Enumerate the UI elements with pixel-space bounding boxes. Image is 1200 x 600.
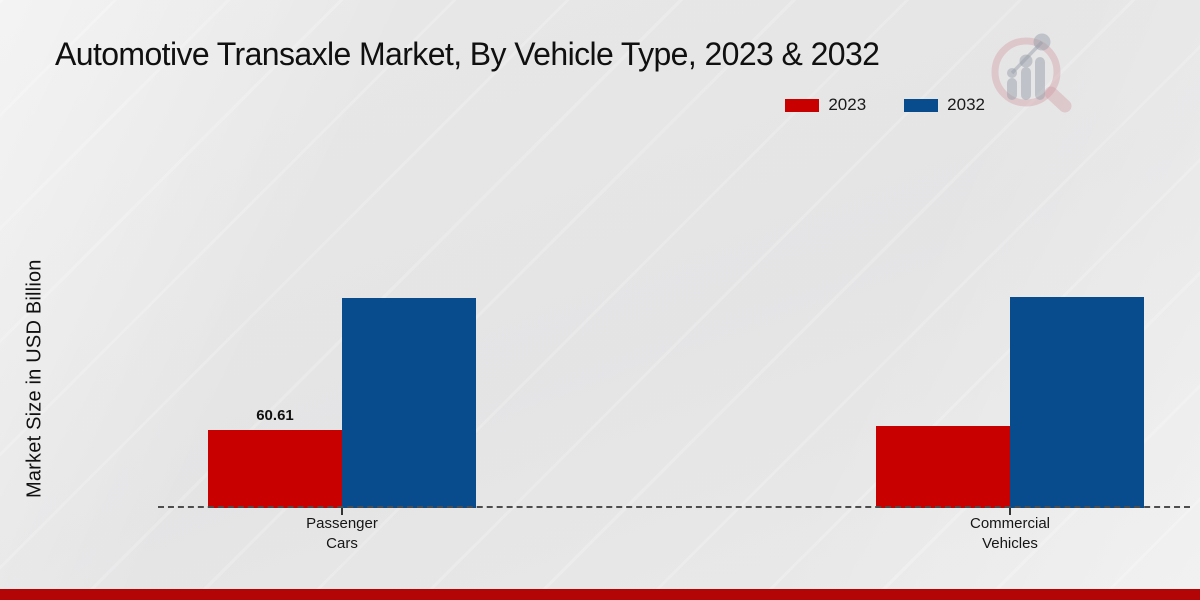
legend-swatch-2032: [904, 98, 939, 112]
chart-title: Automotive Transaxle Market, By Vehicle …: [55, 36, 880, 72]
bar-2023-commercial-vehicles: [876, 426, 1010, 508]
legend-swatch-2023: [785, 98, 820, 112]
bar-2032-commercial-vehicles: [1010, 297, 1144, 508]
y-axis-label: Market Size in USD Billion: [23, 259, 46, 499]
legend: 2023 2032: [785, 94, 985, 116]
category-label-commercial-vehicles: Commercial Vehicles: [969, 515, 1050, 552]
bar-2023-passenger-cars: [208, 430, 342, 508]
footer-accent-bar: [0, 589, 1200, 600]
value-label-2023-passenger-cars: 60.61: [256, 407, 294, 424]
category-label-passenger-cars: Passenger Cars: [306, 515, 378, 552]
x-axis-tick-commercial-vehicles: [1009, 508, 1011, 515]
x-axis-baseline: [158, 506, 1190, 508]
legend-label-2032: 2032: [947, 95, 985, 114]
x-axis-tick-passenger-cars: [341, 508, 343, 515]
magnifier-bar-chart-watermark-icon: [991, 33, 1072, 113]
legend-label-2023: 2023: [828, 95, 867, 114]
bar-2032-passenger-cars: [342, 298, 476, 508]
